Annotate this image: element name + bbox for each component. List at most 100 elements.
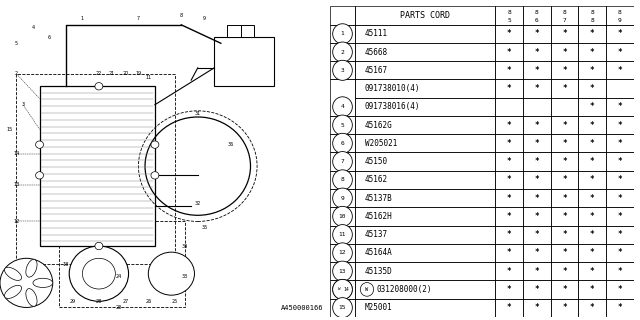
- Bar: [495, 226, 523, 244]
- Text: *: *: [618, 303, 622, 312]
- Bar: [330, 299, 355, 317]
- Circle shape: [333, 261, 353, 281]
- Circle shape: [36, 141, 44, 148]
- Bar: [606, 207, 634, 226]
- Bar: [579, 134, 606, 152]
- Text: *: *: [534, 194, 539, 203]
- Text: *: *: [562, 84, 567, 93]
- Bar: [355, 43, 495, 61]
- Bar: [550, 244, 579, 262]
- Text: 28: 28: [96, 299, 102, 304]
- Bar: [523, 299, 550, 317]
- Bar: [330, 207, 355, 226]
- Text: 25: 25: [172, 299, 178, 304]
- Bar: [606, 98, 634, 116]
- Text: 5: 5: [15, 41, 18, 46]
- Bar: [355, 189, 495, 207]
- Bar: [355, 262, 495, 280]
- Text: *: *: [590, 194, 595, 203]
- Text: 45111: 45111: [365, 29, 388, 38]
- Bar: [606, 61, 634, 79]
- Text: 31: 31: [195, 111, 201, 116]
- Text: 14: 14: [13, 151, 20, 156]
- Bar: [550, 226, 579, 244]
- Text: *: *: [590, 66, 595, 75]
- Circle shape: [333, 243, 353, 263]
- Bar: [330, 226, 355, 244]
- Bar: [227, 25, 254, 37]
- Text: 45162H: 45162H: [365, 212, 392, 221]
- Bar: [606, 152, 634, 171]
- Text: 45137: 45137: [365, 230, 388, 239]
- Bar: [355, 98, 495, 116]
- Text: *: *: [507, 139, 511, 148]
- Bar: [330, 6, 355, 25]
- Bar: [550, 134, 579, 152]
- Text: 4: 4: [340, 104, 344, 109]
- Text: *: *: [507, 66, 511, 75]
- Bar: [550, 152, 579, 171]
- Bar: [355, 25, 495, 43]
- Circle shape: [333, 60, 353, 80]
- Bar: [550, 280, 579, 299]
- Bar: [550, 116, 579, 134]
- Text: W: W: [365, 287, 369, 292]
- Text: *: *: [618, 102, 622, 111]
- Text: *: *: [618, 48, 622, 57]
- Bar: [579, 299, 606, 317]
- Text: 7: 7: [563, 18, 566, 23]
- Bar: [495, 171, 523, 189]
- Bar: [355, 244, 495, 262]
- Text: 13: 13: [13, 182, 20, 187]
- Bar: [355, 280, 495, 299]
- Text: 45164A: 45164A: [365, 248, 392, 257]
- Text: *: *: [590, 267, 595, 276]
- Text: *: *: [534, 48, 539, 57]
- Circle shape: [333, 206, 353, 227]
- Text: *: *: [618, 212, 622, 221]
- Text: 45167: 45167: [365, 66, 388, 75]
- Text: 13: 13: [339, 269, 346, 274]
- Circle shape: [333, 170, 353, 190]
- Circle shape: [360, 283, 374, 296]
- Bar: [495, 116, 523, 134]
- Bar: [579, 79, 606, 98]
- Circle shape: [333, 42, 353, 62]
- Text: *: *: [562, 175, 567, 184]
- Text: *: *: [534, 66, 539, 75]
- Text: *: *: [562, 48, 567, 57]
- Bar: [495, 207, 523, 226]
- Text: *: *: [562, 303, 567, 312]
- Text: 6: 6: [340, 141, 344, 146]
- Bar: [523, 25, 550, 43]
- Text: 15: 15: [7, 127, 13, 132]
- Text: 8: 8: [618, 10, 621, 15]
- Ellipse shape: [26, 260, 37, 277]
- Text: *: *: [618, 285, 622, 294]
- Text: 2: 2: [15, 71, 18, 76]
- Bar: [606, 116, 634, 134]
- Bar: [606, 171, 634, 189]
- Text: 12: 12: [13, 219, 20, 224]
- Bar: [523, 152, 550, 171]
- Text: 33: 33: [182, 274, 188, 279]
- Bar: [550, 262, 579, 280]
- Text: 5: 5: [340, 123, 344, 128]
- Circle shape: [333, 225, 353, 245]
- Bar: [355, 134, 495, 152]
- Bar: [606, 262, 634, 280]
- Text: *: *: [562, 29, 567, 38]
- Bar: [330, 116, 355, 134]
- Bar: [606, 226, 634, 244]
- Text: *: *: [534, 121, 539, 130]
- Text: *: *: [618, 157, 622, 166]
- Text: 45668: 45668: [365, 48, 388, 57]
- Bar: [495, 43, 523, 61]
- Text: 6: 6: [48, 35, 51, 40]
- Circle shape: [83, 258, 115, 289]
- Bar: [550, 79, 579, 98]
- Text: *: *: [507, 194, 511, 203]
- Text: *: *: [618, 29, 622, 38]
- Text: 21: 21: [109, 71, 115, 76]
- Text: *: *: [562, 194, 567, 203]
